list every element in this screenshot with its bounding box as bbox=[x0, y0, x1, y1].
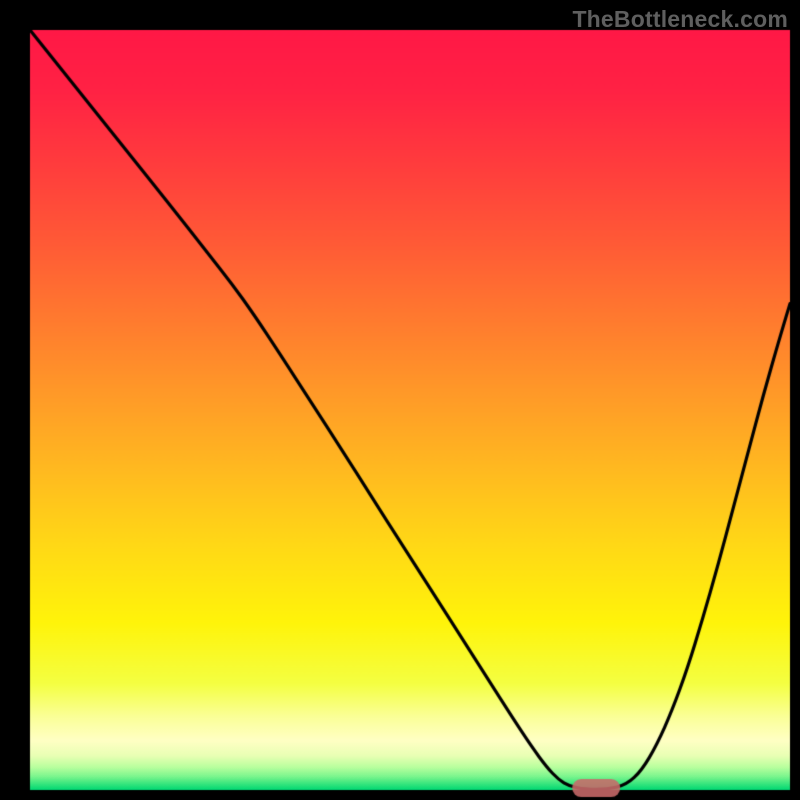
attribution-label: TheBottleneck.com bbox=[572, 6, 788, 33]
bottleneck-chart bbox=[0, 0, 800, 800]
